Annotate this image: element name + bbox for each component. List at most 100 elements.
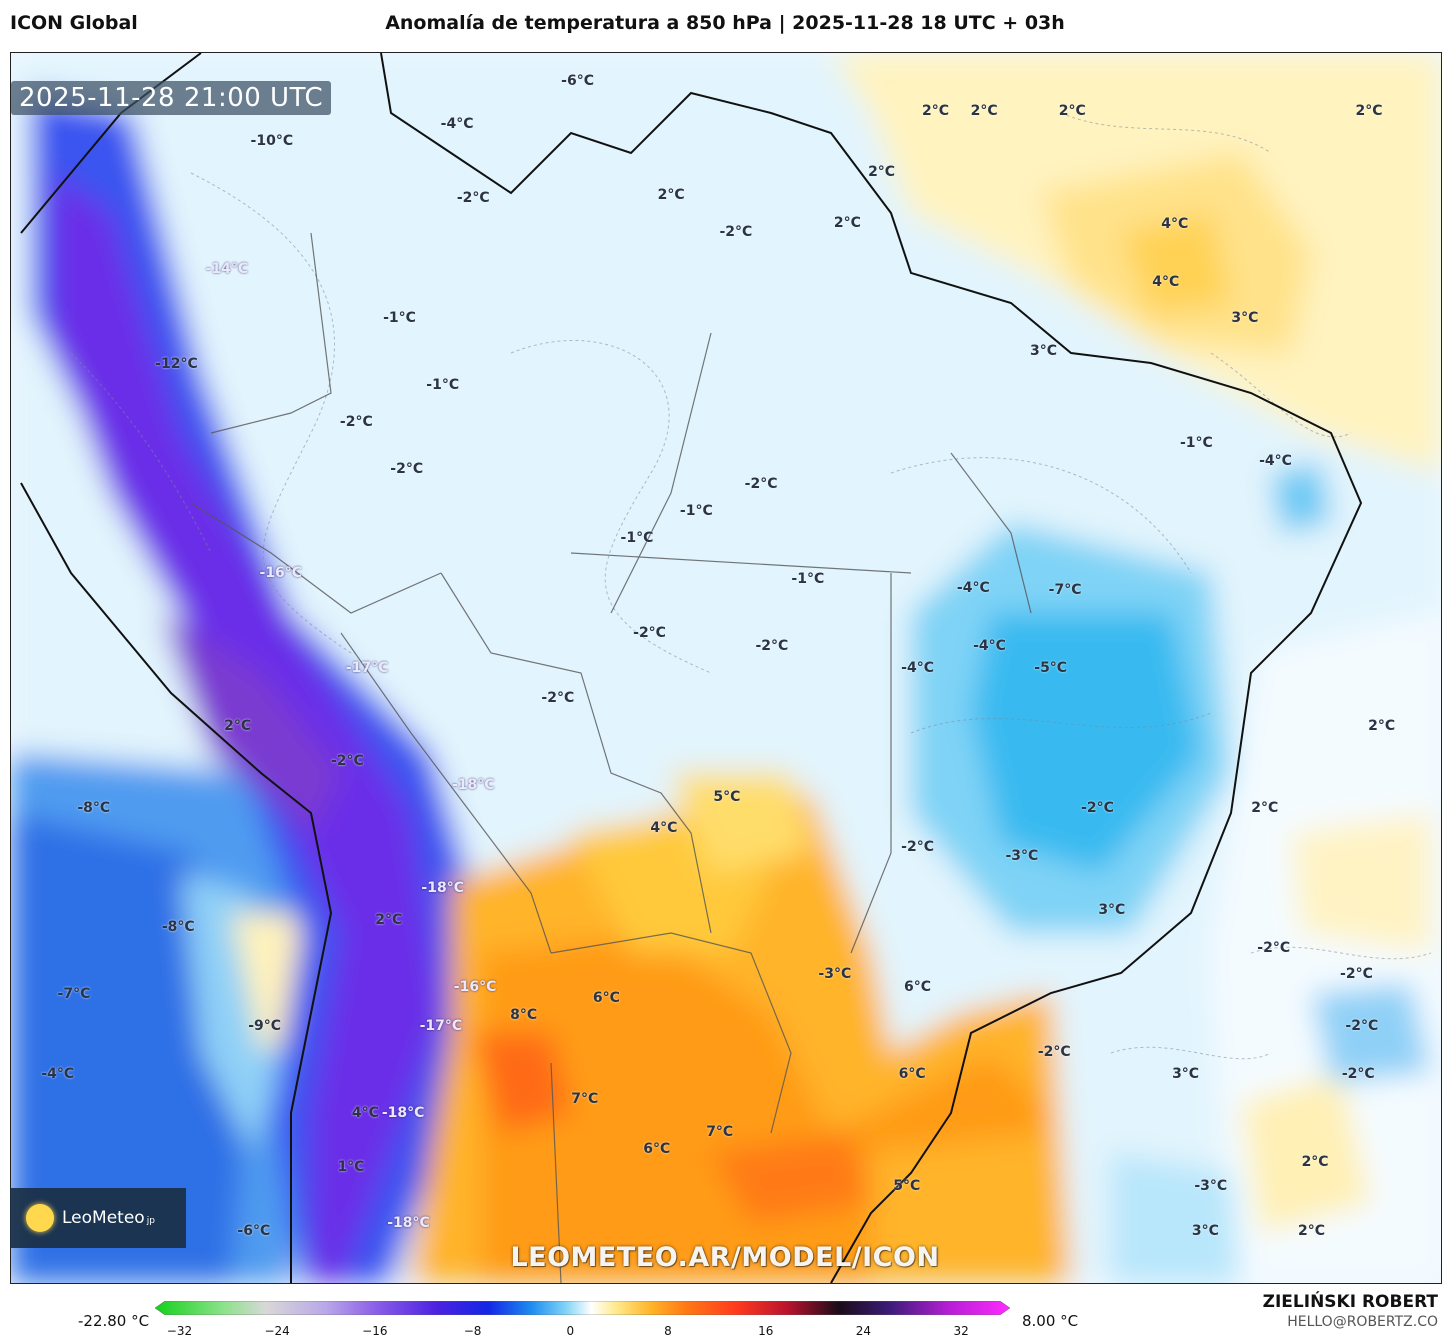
temperature-label: 2°C — [1058, 102, 1086, 119]
temperature-label: 1°C — [337, 1159, 365, 1176]
temperature-label: -4°C — [956, 579, 990, 596]
temperature-label: 6°C — [592, 989, 620, 1006]
temperature-label: 4°C — [650, 820, 678, 837]
temperature-label: -2°C — [1081, 799, 1114, 816]
temperature-label: 6°C — [904, 978, 932, 995]
temperature-label: -6°C — [561, 72, 595, 89]
colorbar-tick-label: −16 — [362, 1324, 388, 1338]
temperature-label: -18°C — [451, 777, 495, 794]
temperature-label: -1°C — [383, 309, 416, 326]
temperature-label: -7°C — [57, 986, 91, 1003]
temperature-label: 2°C — [1297, 1222, 1325, 1239]
temperature-label: 2°C — [657, 186, 685, 203]
temperature-label: -2°C — [755, 637, 789, 654]
colorbar-tick-label: −24 — [264, 1324, 290, 1338]
colorbar-legend: -22.80 °C — [0, 1290, 1450, 1339]
temperature-label: -2°C — [339, 414, 373, 430]
temperature-label: -7°C — [1048, 581, 1082, 598]
temperature-label: 2°C — [922, 102, 950, 119]
temperature-label: -6°C — [237, 1222, 271, 1239]
author-email: HELLO@ROBERTZ.CO — [1287, 1314, 1438, 1330]
temperature-label: -4°C — [440, 115, 474, 132]
temperature-label: 4°C — [1152, 274, 1180, 291]
temperature-label: -14°C — [205, 261, 249, 278]
temperature-label: 6°C — [898, 1066, 926, 1083]
temperature-label: -3°C — [1005, 848, 1039, 865]
temperature-label: -17°C — [345, 660, 389, 676]
temperature-label: 5°C — [713, 788, 741, 805]
legend-max-value: 8.00 °C — [1022, 1312, 1079, 1330]
temperature-label: 4°C — [1161, 216, 1189, 233]
temperature-label: 2°C — [375, 911, 403, 928]
temperature-label: -2°C — [1257, 939, 1291, 956]
temperature-label: -16°C — [259, 564, 303, 581]
temperature-label: -5°C — [1034, 660, 1068, 676]
temperature-label: -2°C — [719, 223, 753, 240]
colorbar-tick-label: −8 — [463, 1324, 482, 1338]
temperature-label: -16°C — [453, 978, 497, 995]
temperature-label: -1°C — [426, 376, 460, 393]
temperature-label: 3°C — [1098, 902, 1126, 919]
temperature-label: -4°C — [901, 660, 934, 676]
temperature-label: -1°C — [620, 529, 654, 546]
temperature-label: -18°C — [387, 1215, 430, 1232]
temperature-label: 3°C — [1172, 1066, 1200, 1083]
chart-title: Anomalía de temperatura a 850 hPa | 2025… — [385, 12, 1065, 34]
temperature-label: -2°C — [1345, 1017, 1379, 1034]
colorbar-tick-label: 24 — [855, 1324, 872, 1338]
anomaly-shading — [11, 53, 1441, 1283]
temperature-label: -4°C — [973, 637, 1006, 654]
temperature-label: 4°C — [351, 1105, 379, 1122]
temperature-anomaly-map[interactable]: -6°C -4°C -10°C -2°C 2°C -2°C 2°C 2°C 2°C 2°C 2°C 2… — [10, 52, 1442, 1284]
temperature-label: -1°C — [791, 570, 825, 587]
temperature-label: -3°C — [818, 965, 852, 982]
temperature-label: 2°C — [970, 102, 998, 119]
temperature-label: 2°C — [1368, 717, 1396, 734]
temperature-label: 3°C — [1029, 343, 1057, 360]
temperature-label: 2°C — [833, 214, 861, 231]
temperature-label: -3°C — [1194, 1178, 1228, 1195]
temperature-label: 2°C — [868, 164, 896, 181]
temperature-label: -2°C — [1341, 1066, 1375, 1083]
temperature-label: -2°C — [633, 624, 666, 641]
temperature-label: 2°C — [1355, 102, 1383, 119]
temperature-label: -9°C — [248, 1017, 282, 1034]
temperature-label: 7°C — [706, 1124, 734, 1141]
temperature-label: -8°C — [161, 919, 195, 936]
model-url-watermark: LEOMETEO.AR/MODEL/ICON — [510, 1242, 940, 1273]
sun-icon — [26, 1204, 54, 1232]
temperature-label: -2°C — [1340, 965, 1373, 982]
temperature-label: -4°C — [41, 1066, 75, 1083]
author-credit: ZIELIŃSKI ROBERT — [1262, 1292, 1438, 1312]
temperature-label: -2°C — [330, 753, 364, 770]
legend-min-value: -22.80 °C — [78, 1312, 150, 1330]
temperature-label: -1°C — [679, 503, 713, 520]
temperature-label: -2°C — [901, 838, 934, 855]
temperature-label: -2°C — [541, 689, 575, 706]
logo-text: LeoMeteo jp — [62, 1208, 155, 1228]
leometeo-logo: LeoMeteo jp — [10, 1188, 186, 1248]
country-borders — [190, 232, 1032, 1283]
colorbar — [154, 1300, 1011, 1316]
contour-lines — [70, 112, 1432, 1060]
temperature-label: -12°C — [155, 356, 198, 373]
temperature-label: 6°C — [643, 1140, 671, 1157]
temperature-label: -18°C — [421, 879, 464, 896]
temperature-label: -10°C — [250, 132, 294, 149]
temperature-label: 3°C — [1191, 1222, 1219, 1239]
temperature-label: 2°C — [1301, 1153, 1329, 1170]
colorbar-tick-label: 8 — [664, 1324, 672, 1338]
temperature-label: 2°C — [1251, 799, 1279, 816]
temperature-label: -4°C — [1259, 453, 1292, 470]
temperature-label: -2°C — [744, 475, 778, 492]
temperature-label: 3°C — [1231, 309, 1259, 326]
colorbar-tick-label: −32 — [166, 1324, 193, 1338]
temperature-label: 7°C — [571, 1090, 599, 1107]
colorbar-tick-label: 32 — [953, 1324, 969, 1338]
temperature-label: 8°C — [510, 1006, 538, 1023]
forecast-timestamp: 2025-11-28 21:00 UTC — [11, 81, 332, 115]
map-canvas — [11, 53, 1441, 1283]
colorbar-tick-label: 16 — [758, 1324, 774, 1338]
model-name: ICON Global — [10, 12, 138, 34]
temperature-label: -2°C — [1037, 1043, 1071, 1060]
